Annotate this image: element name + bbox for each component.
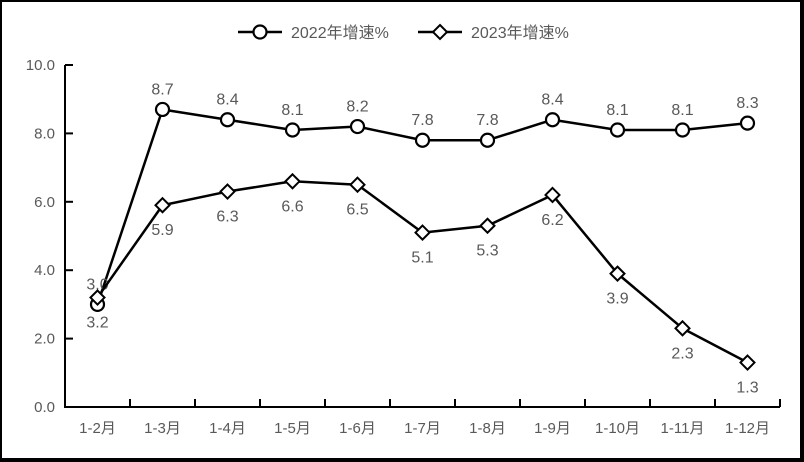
legend-label: 2022年增速%: [291, 24, 389, 42]
data-point-marker-circle: [479, 132, 496, 148]
x-axis-category-label: 1-7月: [404, 420, 441, 437]
data-label: 8.7: [151, 81, 173, 98]
data-label: 7.8: [411, 112, 433, 129]
x-axis-category-label: 1-11月: [661, 420, 705, 437]
chart-frame: 2022年增速% 2023年增速% 0.0 2.0 4.0 6.0 8.0 10.0 1-2月 1…: [2, 2, 800, 458]
x-axis-category-label: 1-8月: [469, 420, 506, 437]
data-point-marker-diamond: [674, 319, 691, 337]
data-point-marker-circle: [609, 122, 626, 138]
x-axis-category-label: 1-12月: [725, 420, 770, 437]
data-point-marker-diamond: [739, 354, 756, 371]
data-label: 6.3: [216, 209, 238, 226]
x-axis-category-label: 1-4月: [209, 420, 246, 437]
data-point-marker-diamond: [219, 183, 236, 200]
legend-item-2023年增速%: 2023年增速%: [418, 23, 569, 42]
line-chart: 2022年增速% 2023年增速% 0.0 2.0 4.0 6.0 8.0 10.0 1-2月 1…: [26, 23, 781, 437]
data-label: 3.9: [606, 291, 628, 308]
data-point-marker-diamond: [154, 196, 171, 214]
data-label: 8.1: [281, 102, 303, 119]
y-axis-tick-label: 2.0: [34, 331, 55, 348]
data-label: 1.3: [736, 380, 758, 397]
legend-label: 2023年增速%: [471, 24, 569, 42]
y-axis-tick-label: 8.0: [34, 125, 55, 142]
data-point-marker-diamond: [544, 186, 561, 204]
legend-circle-marker-icon: [252, 24, 268, 40]
legend-item-2022年增速%: 2022年增速%: [238, 24, 389, 42]
x-axis-category-label: 1-5月: [274, 420, 311, 437]
x-axis-category-label: 1-3月: [144, 420, 181, 437]
x-axis-category-label: 1-6月: [339, 420, 376, 437]
x-axis-category-label: 1-2月: [79, 420, 116, 437]
series-line-2023年增速%: [96, 180, 749, 364]
data-point-marker-circle: [739, 115, 756, 131]
data-label: 8.1: [671, 102, 693, 119]
data-point-marker-circle: [284, 122, 301, 138]
data-label: 5.3: [476, 243, 498, 260]
y-axis-tick-label: 6.0: [34, 194, 55, 211]
data-label: 8.1: [606, 102, 628, 119]
data-point-marker-circle: [154, 101, 171, 118]
data-label: 2.3: [671, 345, 693, 362]
data-point-marker-circle: [544, 112, 561, 128]
y-axis-tick-label: 4.0: [34, 262, 55, 279]
x-axis-category-label: 1-9月: [534, 420, 571, 437]
data-label: 3.2: [86, 315, 108, 332]
data-point-marker-circle: [219, 112, 236, 128]
data-label: 7.8: [476, 112, 498, 129]
data-point-marker-diamond: [609, 265, 626, 283]
data-point-marker-circle: [414, 132, 431, 148]
data-point-marker-diamond: [479, 217, 496, 235]
data-label: 6.2: [541, 212, 563, 229]
data-label: 8.2: [346, 99, 368, 116]
data-point-marker-circle: [349, 118, 366, 135]
data-label: 6.6: [281, 198, 303, 215]
data-point-marker-diamond: [349, 176, 366, 194]
data-point-marker-circle: [674, 122, 691, 138]
legend-diamond-marker-icon: [431, 23, 449, 41]
y-axis-tick-label: 0.0: [34, 399, 55, 416]
data-label: 8.4: [541, 92, 563, 109]
data-label: 5.1: [411, 250, 433, 267]
data-point-marker-diamond: [89, 289, 106, 306]
data-label: 5.9: [151, 222, 173, 239]
x-axis-category-label: 1-10月: [595, 420, 640, 437]
data-point-marker-diamond: [284, 172, 301, 190]
data-label: 8.4: [216, 92, 238, 109]
data-point-marker-diamond: [414, 224, 431, 241]
data-label: 6.5: [346, 202, 368, 219]
y-axis-tick-label: 10.0: [26, 57, 55, 74]
data-label: 8.3: [736, 95, 758, 112]
